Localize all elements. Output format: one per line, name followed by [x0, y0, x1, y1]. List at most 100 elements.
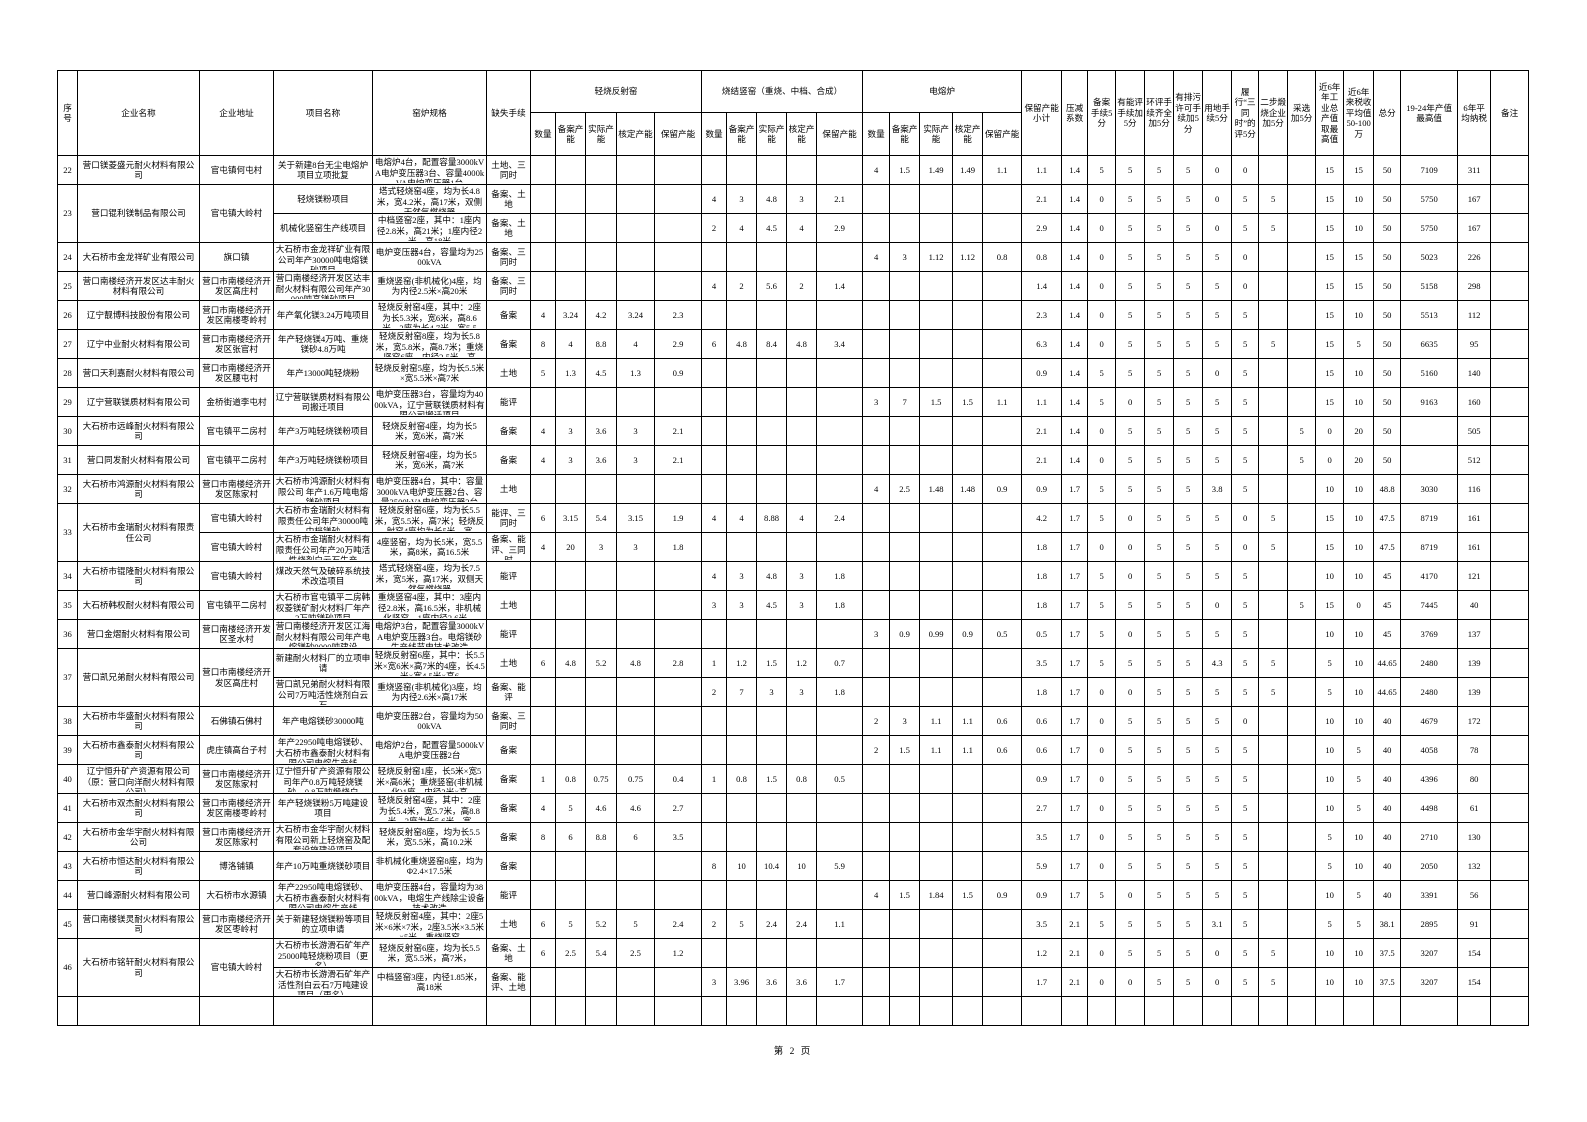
cell-1924-output-max: 9163 — [1400, 387, 1459, 417]
cell-electric-retained-capacity: 1.1 — [982, 387, 1023, 417]
cell-missing-procedures: 土地 — [486, 590, 531, 620]
cell-shaft-qty — [701, 358, 728, 388]
cell-three-simultaneous-score: 5 — [1231, 967, 1260, 997]
table-header: 序号 企业名称 企业地址 项目名称 窑炉规格 缺失手续 轻烧反射窑 烧结竖窑（重烧、中档、合成… — [57, 70, 1530, 156]
cell-6yr-tax-avg: 5 — [1343, 880, 1375, 910]
cell-mining-score — [1287, 909, 1317, 939]
col-missing-procedures: 缺失手续 — [486, 70, 531, 156]
cell-env-eval-score: 5 — [1144, 706, 1175, 736]
cell-6yr-tax-avg: 5 — [1343, 764, 1375, 794]
cell-6yr-output-max: 10 — [1315, 938, 1345, 968]
col-energy-eval-score: 有能评手续加5分 — [1115, 70, 1146, 156]
cell-three-simultaneous-score: 0 — [1231, 503, 1260, 533]
cell-mining-score — [1287, 329, 1317, 359]
cell-6yr-output-max: 10 — [1315, 706, 1345, 736]
cell-reflect-filed-capacity: 5 — [555, 909, 586, 939]
cell-land-score: 5 — [1202, 619, 1233, 649]
cell-shaft-filed-capacity: 2 — [726, 271, 758, 301]
cell-shaft-verified-capacity — [786, 445, 818, 475]
cell-electric-filed-capacity: 1.5 — [889, 880, 921, 910]
cell-6yr-tax-avg: 5 — [1343, 909, 1375, 939]
cell-retained-subtotal: 6.3 — [1021, 329, 1063, 359]
cell-6yr-tax-avg: 10 — [1343, 387, 1375, 417]
cell-reflect-filed-capacity — [555, 677, 586, 707]
cell-reflect-verified-capacity: 1.3 — [616, 358, 655, 388]
cell-pollution-permit-score: 5 — [1173, 271, 1204, 301]
cell-missing-procedures: 备案、三同时 — [486, 271, 531, 301]
cell-6yr-avg-tax: 61 — [1457, 793, 1492, 823]
cell-shaft-actual-capacity — [756, 996, 788, 1026]
cell-retained-subtotal: 1.2 — [1021, 938, 1063, 968]
cell-reflect-verified-capacity — [616, 996, 655, 1026]
cell-reflect-retained-capacity — [653, 967, 703, 997]
cell-project-name: 大石桥市金华宇耐火材料有限公司新上轻烧窑及配套设施建设项目 — [273, 822, 373, 852]
cell-6yr-output-max: 10 — [1315, 764, 1345, 794]
cell-6yr-tax-avg: 5 — [1343, 329, 1375, 359]
cell-filing-score: 0 — [1087, 967, 1117, 997]
cell-remarks — [1490, 590, 1530, 620]
cell-reflect-verified-capacity — [616, 706, 655, 736]
cell-company-name: 辽宁中业耐火材料有限公司 — [77, 329, 200, 359]
cell-reflect-qty — [530, 242, 556, 272]
cell-6yr-output-max: 15 — [1315, 532, 1345, 562]
cell-shaft-actual-capacity — [756, 242, 788, 272]
cell-electric-filed-capacity — [889, 532, 921, 562]
cell-shaft-verified-capacity — [786, 735, 818, 765]
cell-electric-qty — [862, 851, 891, 881]
cell-shaft-verified-capacity — [786, 242, 818, 272]
cell-6yr-output-max: 15 — [1315, 358, 1345, 388]
cell-reduction-factor: 1.4 — [1061, 242, 1089, 272]
cell-shaft-retained-capacity: 3.4 — [816, 329, 864, 359]
table-row: 36 营口金熠耐火材料有限公司 营口南楼经济开发区圣水村 营口南楼经济开发区江海耐火材… — [57, 619, 1530, 649]
cell-6yr-output-max: 15 — [1315, 329, 1345, 359]
cell-env-eval-score: 5 — [1144, 358, 1175, 388]
cell-seq: 38 — [57, 706, 78, 736]
cell-shaft-verified-capacity: 2 — [786, 271, 818, 301]
cell-reflect-verified-capacity — [616, 155, 655, 185]
cell-land-score: 5 — [1202, 851, 1233, 881]
cell-electric-qty: 3 — [862, 619, 891, 649]
table-row: 35 大石桥韩权耐火材料有限公司 官屯镇平二房村 大石桥市官屯镇平二房韩权菱镁矿耐火材… — [57, 590, 1530, 620]
cell-reflect-retained-capacity: 1.2 — [653, 938, 703, 968]
cell-remarks — [1490, 184, 1530, 214]
cell-seq: 30 — [57, 416, 78, 446]
cell-electric-qty: 3 — [862, 387, 891, 417]
col-company-name: 企业名称 — [77, 70, 200, 156]
cell-seq: 29 — [57, 387, 78, 417]
cell-kiln-spec: 塔式轻烧窑4座，均为长4.8米，宽4.2米，高17米，双侧天然气燃烧器 — [372, 184, 487, 214]
cell-6yr-tax-avg: 10 — [1343, 851, 1375, 881]
cell-6yr-tax-avg: 20 — [1343, 445, 1375, 475]
cell-electric-retained-capacity — [982, 503, 1023, 533]
cell-land-score: 5 — [1202, 416, 1233, 446]
cell-electric-actual-capacity — [919, 764, 954, 794]
cell-kiln-spec: 轻烧反射窑5座，均为长5.5米×宽5.5米×高7米 — [372, 358, 487, 388]
cell-three-simultaneous-score: 5 — [1231, 445, 1260, 475]
cell-reduction-factor: 2.1 — [1061, 909, 1089, 939]
cell-electric-qty — [862, 677, 891, 707]
col-seq: 序号 — [57, 70, 78, 156]
cell-reflect-qty — [530, 590, 556, 620]
col-filing-score: 备案手续5分 — [1087, 70, 1117, 156]
cell-project-name: 营口凯兄弟耐火材料有限公司7万吨活性烧剂白云石 — [273, 677, 373, 707]
cell-total-score: 50 — [1373, 416, 1402, 446]
table-row: 32 大石桥市鸿源耐火材料有限公司 营口市南楼经济开发区陈家村 大石桥市鸿源耐火材料有… — [57, 474, 1530, 504]
cell-reduction-factor: 1.4 — [1061, 184, 1089, 214]
cell-pollution-permit-score: 5 — [1173, 706, 1204, 736]
cell-project-name: 大石桥市长游滑石矿年产25000吨轻烧粉项目（更名） — [273, 938, 373, 968]
cell-mining-score — [1287, 735, 1317, 765]
cell-company-address: 官屯镇大岭村 — [199, 532, 274, 562]
cell-total-score: 50 — [1373, 184, 1402, 214]
cell-shaft-actual-capacity — [756, 474, 788, 504]
cell-reduction-factor: 1.7 — [1061, 677, 1089, 707]
cell-reduction-factor: 1.7 — [1061, 561, 1089, 591]
cell-electric-actual-capacity — [919, 561, 954, 591]
cell-electric-qty — [862, 590, 891, 620]
cell-reflect-qty — [530, 474, 556, 504]
cell-missing-procedures: 备案 — [486, 822, 531, 852]
cell-6yr-tax-avg: 5 — [1343, 735, 1375, 765]
cell-6yr-tax-avg: 10 — [1343, 648, 1375, 678]
cell-electric-verified-capacity — [952, 416, 984, 446]
cell-kiln-spec: 电熔炉3台，配置容量3000kVA电炉变压器3台。电熔镁砂生产线节电技术改造 — [372, 619, 487, 649]
cell-6yr-avg-tax: 137 — [1457, 619, 1492, 649]
col-sinter-shaft-kiln-retained-capacity: 保留产能 — [816, 112, 864, 156]
